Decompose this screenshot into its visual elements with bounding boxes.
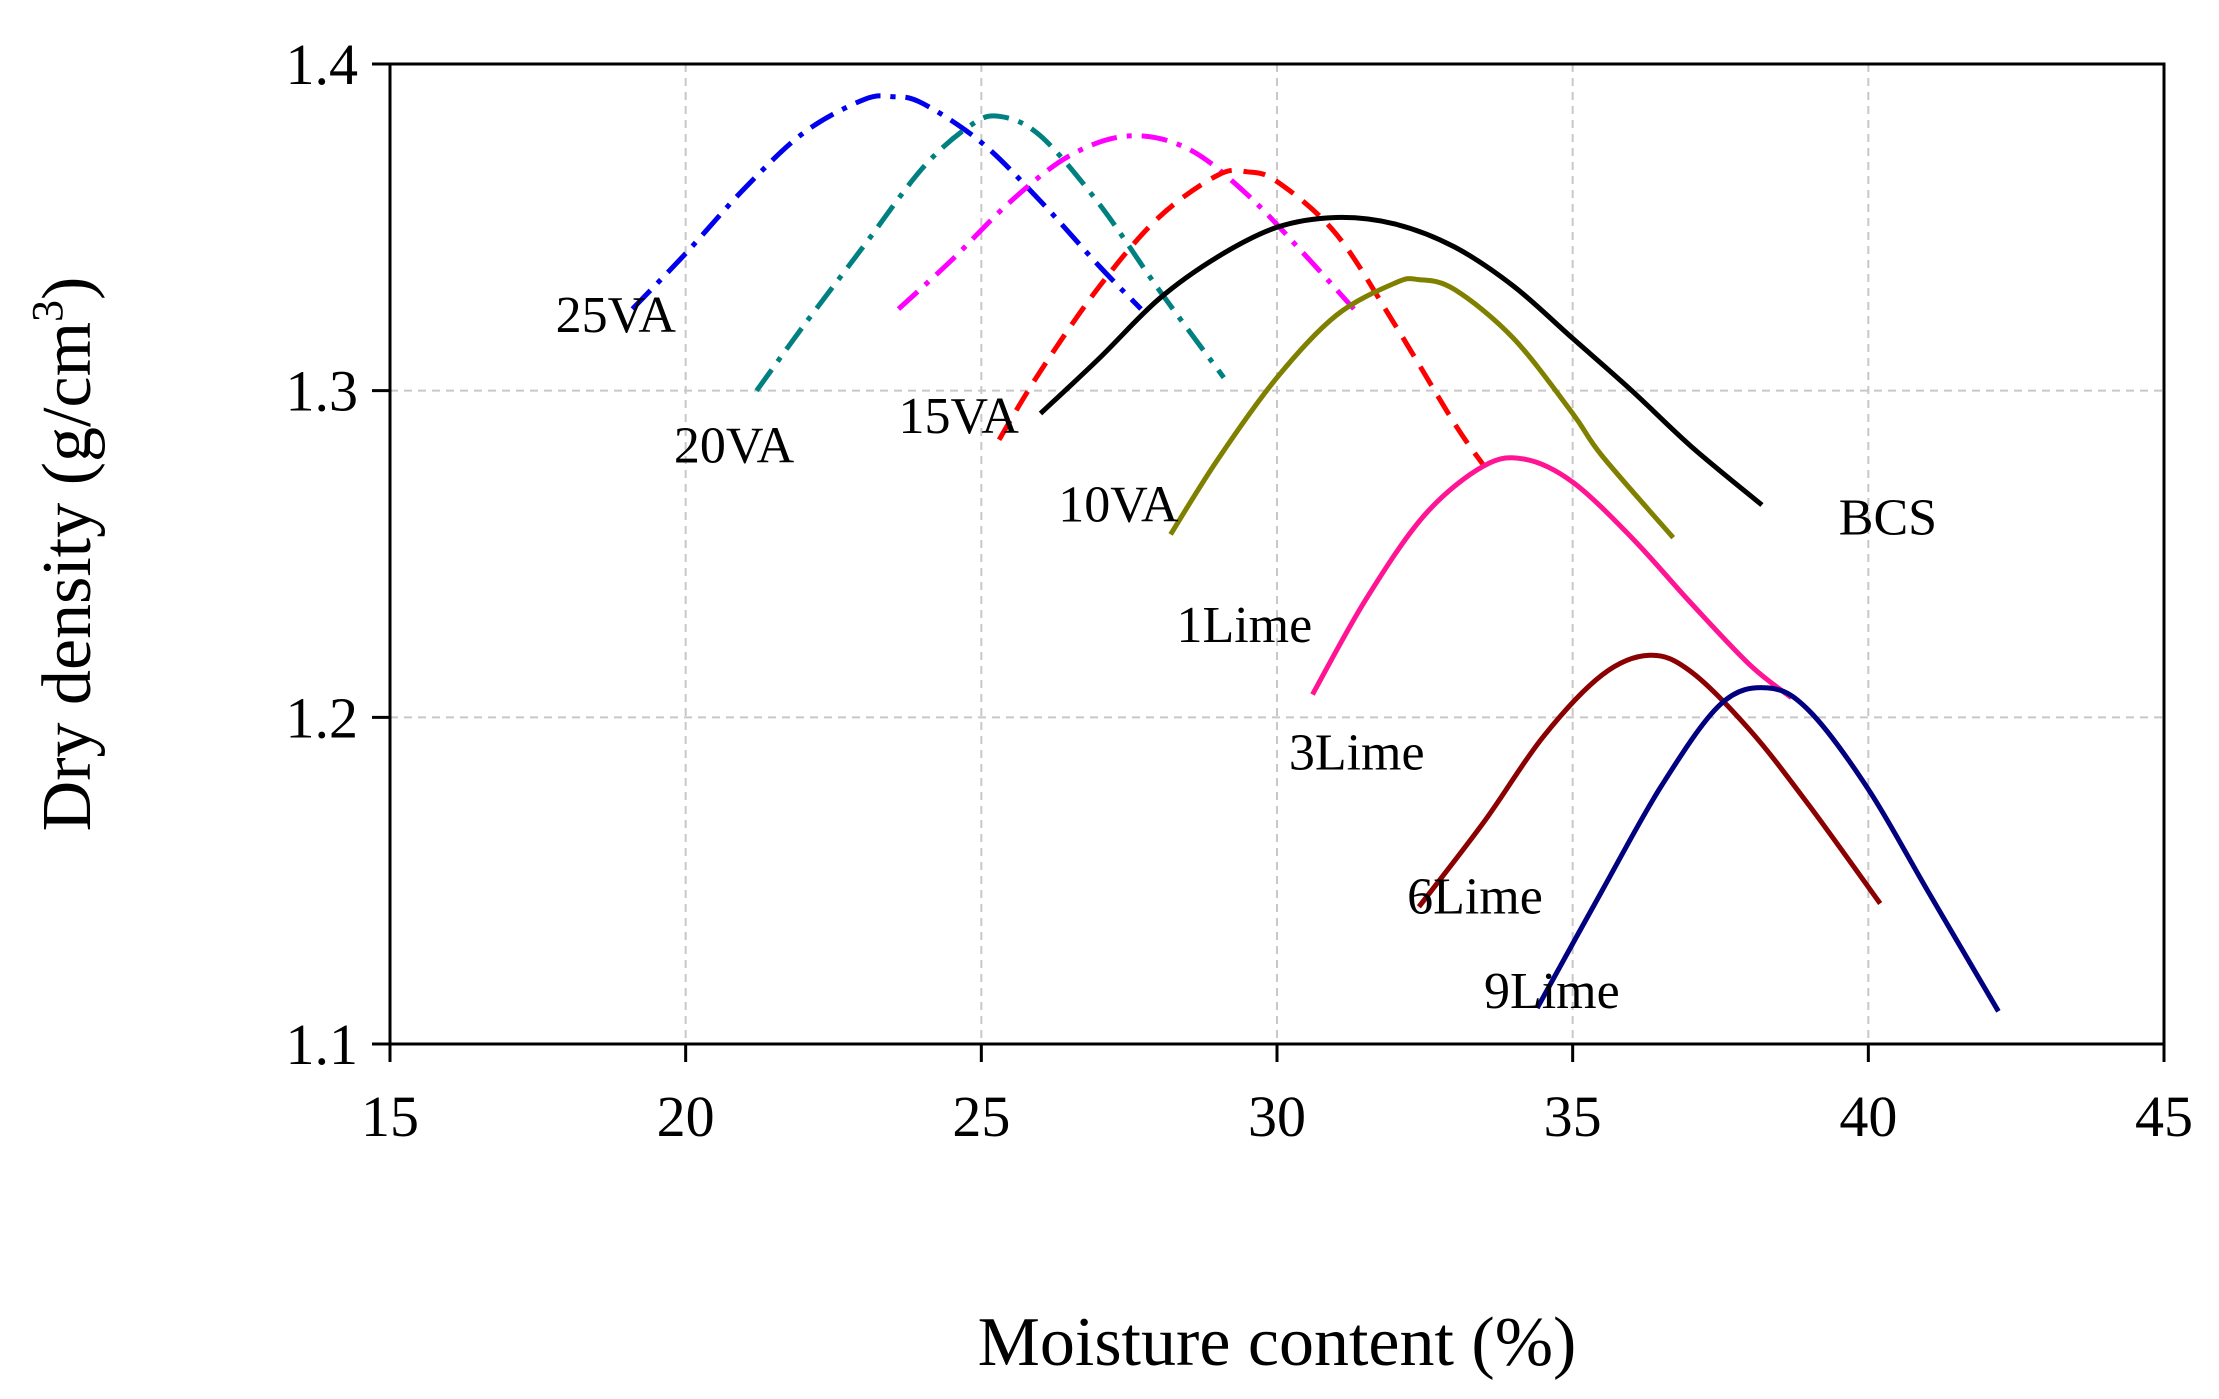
series-label-20va: 20VA [674,418,795,475]
series-line-10va [996,167,1487,468]
y-tick-label: 1.2 [286,685,359,750]
x-tick-label: 30 [1248,1084,1306,1149]
series-label-3lime: 3Lime [1289,725,1425,782]
grid [390,64,2164,1044]
y-axis-title-superscript: 3 [23,300,72,322]
series-label-25va: 25VA [556,287,677,344]
series-line-6lime [1416,652,1883,909]
series-line-3lime [1310,455,1794,700]
series-label-1lime: 1Lime [1176,597,1312,654]
series-label-bcs: BCS [1839,489,1937,546]
x-tick-label: 35 [1544,1084,1602,1149]
series-line-15va [896,133,1356,311]
series-lines [630,93,2001,1013]
y-axis-title-close: ) [29,277,106,300]
series-line-25va [630,93,1143,311]
series-line-1lime [1168,276,1676,540]
y-tick-label: 1.4 [286,32,359,97]
x-tick-label: 45 [2135,1084,2193,1149]
x-tick-label: 15 [361,1084,419,1149]
x-axis-title: Moisture content (%) [978,1304,1577,1381]
series-labels: 25VA 20VA 15VA 10VA BCS 1Lime 3Lime 6Lime 9Lime [556,287,1937,1020]
x-tick-label: 20 [657,1084,715,1149]
series-line-20va [754,113,1226,393]
series-line-9lime [1535,685,2001,1013]
y-axis-title-main: Dry density (g/cm [29,322,106,831]
x-tick-label: 25 [952,1084,1010,1149]
series-label-15va: 15VA [899,388,1020,445]
x-tick-label: 40 [1839,1084,1897,1149]
y-tick-label: 1.3 [286,359,359,424]
y-axis-title: Dry density (g/cm3) [23,277,106,832]
series-label-10va: 10VA [1058,476,1179,533]
ticks: 15 20 25 30 35 40 45 1.1 1.2 1.3 1.4 [286,32,2194,1149]
series-label-6lime: 6Lime [1407,868,1543,925]
series-line-bcs [1038,214,1764,507]
y-tick-label: 1.1 [286,1012,359,1077]
series-label-9lime: 9Lime [1484,963,1620,1020]
